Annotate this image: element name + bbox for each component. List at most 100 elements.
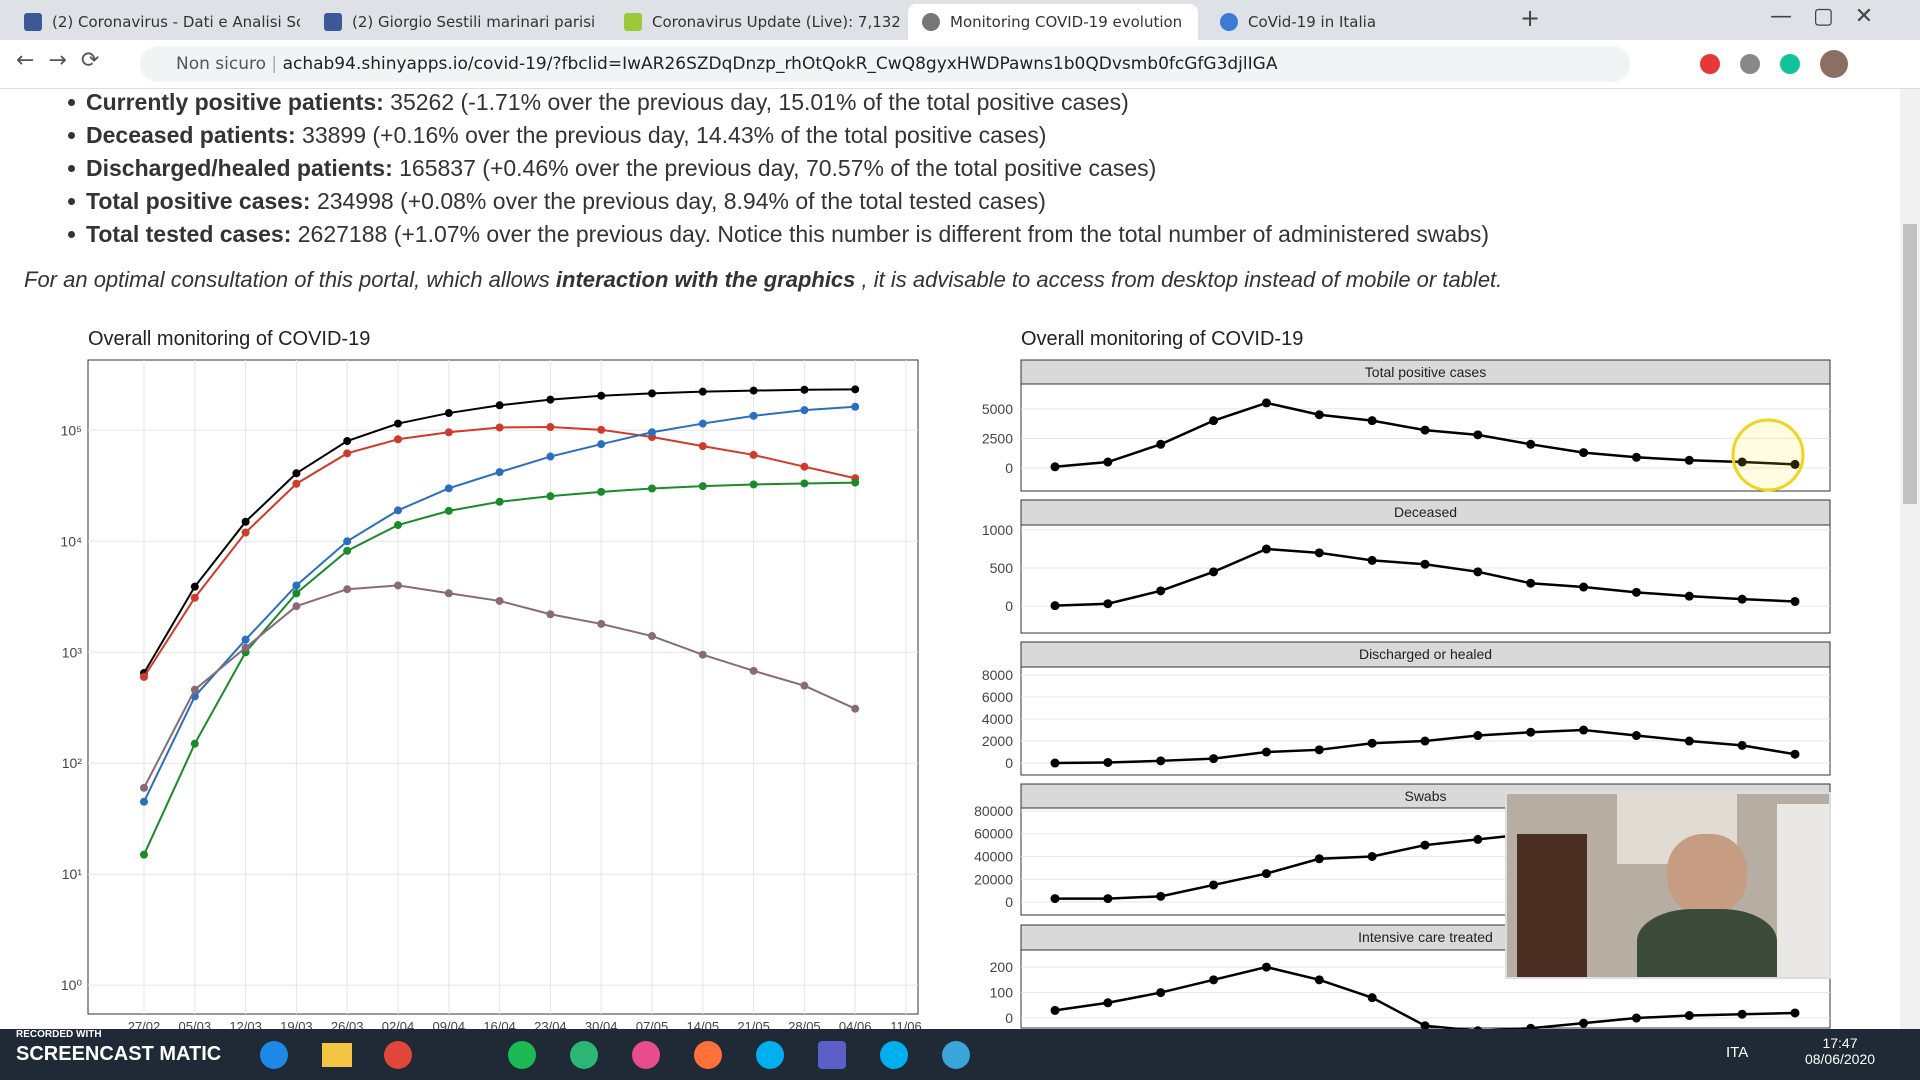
data-point [1209, 754, 1219, 764]
brand-part: MATIC [159, 1043, 222, 1065]
data-point [1579, 1018, 1589, 1028]
nav-buttons[interactable]: ← → ⟳ [16, 48, 100, 73]
x-tick-label: 30/04 [585, 1019, 618, 1029]
data-point [292, 589, 301, 598]
data-point [1420, 559, 1430, 569]
y-tick-label: 500 [990, 560, 1014, 576]
data-point [597, 391, 606, 400]
y-tick-label: 10¹ [62, 866, 83, 882]
data-point [241, 517, 250, 526]
taskbar-apps[interactable] [260, 1041, 1060, 1069]
data-point [800, 479, 809, 488]
data-point [343, 437, 352, 446]
data-point [1156, 891, 1166, 901]
data-point [800, 406, 809, 415]
data-point [241, 643, 250, 652]
date: 08/06/2020 [1804, 1051, 1876, 1067]
data-point [597, 487, 606, 496]
data-point [444, 589, 453, 598]
tab[interactable]: (2) Coronavirus - Dati e Analisi Sc [10, 4, 300, 40]
data-point [1209, 567, 1219, 577]
x-tick-label: 19/03 [280, 1019, 313, 1029]
data-point [1790, 1008, 1800, 1018]
y-tick-label: 80000 [974, 803, 1013, 819]
data-point [1790, 596, 1800, 606]
data-point [1103, 599, 1113, 609]
strip [1020, 359, 1831, 385]
data-point [190, 685, 199, 694]
window-controls[interactable]: — ▢ ✕ [1770, 4, 1874, 29]
bullet-text: 35262 (-1.71% over the previous day, 15.… [390, 89, 1129, 115]
data-point [394, 521, 402, 530]
bullet: Discharged/healed patients: 165837 (+0.4… [67, 155, 1156, 182]
data-point [1420, 1021, 1430, 1029]
note-text: For an optimal consultation of this port… [24, 267, 556, 292]
security-label: Non sicuro [176, 54, 267, 74]
tab[interactable]: CoVid-19 in Italia [1206, 4, 1496, 40]
y-tick-label: 0 [1005, 1010, 1013, 1026]
tab[interactable]: Monitoring COVID-19 evolution [908, 4, 1198, 40]
data-point [1050, 601, 1060, 611]
data-point [495, 497, 504, 506]
data-point [292, 602, 301, 611]
y-tick-label: 2000 [982, 733, 1013, 749]
tab[interactable]: Coronavirus Update (Live): 7,132, [610, 4, 900, 40]
chart-title: Overall monitoring of COVID-19 [1021, 328, 1303, 350]
data-point [140, 783, 148, 792]
url: achab94.shinyapps.io/covid-19/?fbclid=Iw… [282, 54, 1278, 74]
x-tick-label: 21/05 [737, 1019, 770, 1029]
data-point [241, 635, 250, 644]
data-point [749, 480, 758, 489]
data-point [190, 739, 199, 748]
tab-strip: (2) Coronavirus - Dati e Analisi Sc (2) … [0, 0, 1920, 40]
tab[interactable]: (2) Giorgio Sestili marinari parisi [310, 4, 600, 40]
data-point [1631, 452, 1641, 462]
tab-title: CoVid-19 in Italia [1248, 13, 1377, 31]
tab-title: Monitoring COVID-19 evolution [950, 13, 1183, 31]
data-point [1737, 457, 1747, 467]
scrollbar[interactable] [1900, 89, 1920, 1029]
data-point [394, 435, 402, 444]
data-point [597, 440, 606, 449]
language[interactable]: ITA [1726, 1044, 1749, 1061]
data-point [1209, 975, 1219, 985]
x-tick-label: 02/04 [382, 1019, 415, 1029]
data-point [1314, 410, 1324, 420]
data-point [241, 528, 250, 537]
data-point [1103, 894, 1113, 904]
data-point [648, 428, 656, 437]
omnibox[interactable]: Non sicuro | achab94.shinyapps.io/covid-… [140, 46, 1630, 82]
x-tick-label: 27/02 [128, 1019, 161, 1029]
strip [1020, 641, 1831, 668]
data-point [140, 850, 148, 859]
data-point [1050, 758, 1060, 768]
new-tab[interactable]: + [1520, 4, 1541, 32]
clock[interactable]: 17:47 08/06/2020 [1800, 1035, 1880, 1067]
y-tick-label: 8000 [982, 667, 1013, 683]
data-point [1473, 834, 1483, 844]
data-point [800, 462, 809, 471]
bullet-text: 2627188 (+1.07% over the previous day. N… [297, 221, 1490, 247]
extensions[interactable] [1700, 50, 1890, 78]
data-point [1314, 548, 1324, 558]
data-point [1367, 993, 1377, 1003]
x-tick-label: 16/04 [483, 1019, 516, 1029]
bullet-text: 33899 (+0.16% over the previous day, 14.… [302, 122, 1047, 148]
x-tick-label: 26/03 [331, 1019, 364, 1029]
data-point [495, 401, 504, 410]
data-point [292, 479, 301, 488]
note: For an optimal consultation of this port… [24, 267, 1502, 293]
data-point [343, 585, 352, 594]
data-point [698, 482, 707, 491]
x-tick-label: 12/03 [229, 1019, 262, 1029]
data-point [546, 423, 555, 432]
data-point [140, 672, 148, 681]
data-point [1103, 998, 1113, 1008]
data-point [648, 484, 656, 493]
data-point [1367, 738, 1377, 748]
y-tick-label: 200 [990, 959, 1014, 975]
y-tick-label: 0 [1005, 460, 1013, 476]
data-point [1579, 448, 1589, 458]
data-point [1473, 430, 1483, 440]
